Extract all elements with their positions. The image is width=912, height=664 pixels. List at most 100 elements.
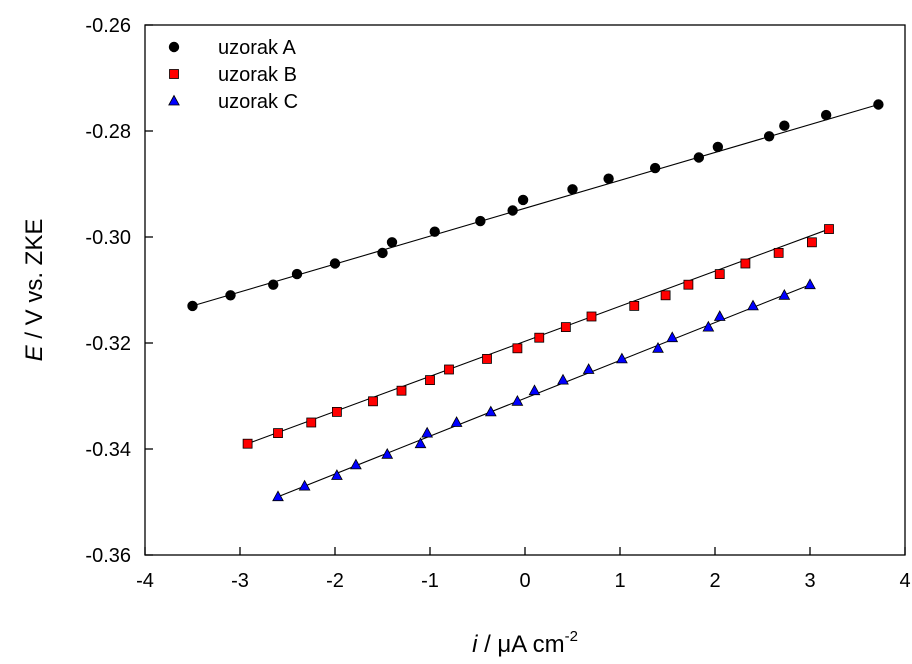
data-markers — [187, 99, 884, 502]
data-point — [747, 299, 759, 311]
x-tick-label: 0 — [519, 570, 530, 592]
x-tick-label: -4 — [136, 570, 154, 592]
x-tick-label: -2 — [326, 570, 344, 592]
y-tick-label: -0.30 — [85, 227, 131, 249]
data-point — [421, 426, 434, 438]
data-point — [683, 279, 694, 290]
x-tick-label: -3 — [231, 570, 249, 592]
legend: uzorak A uzorak B uzorak C — [168, 37, 298, 113]
data-point — [773, 247, 784, 258]
data-point — [511, 394, 524, 406]
data-point — [660, 290, 671, 301]
legend-label: uzorak A — [218, 37, 296, 59]
data-point — [567, 184, 578, 195]
data-point — [331, 406, 342, 417]
y-tick-label: -0.28 — [85, 121, 131, 143]
data-point — [268, 279, 279, 290]
data-point — [377, 247, 388, 259]
data-point — [272, 490, 284, 502]
data-point — [652, 341, 664, 353]
x-tick-label: 4 — [899, 570, 910, 592]
data-point — [629, 300, 640, 311]
y-axis-label: E / V vs. ZKE — [21, 219, 48, 362]
series-b — [242, 224, 834, 449]
data-point — [779, 120, 790, 131]
data-point — [713, 310, 726, 321]
x-axis-label-exponent: -2 — [565, 628, 578, 645]
data-point — [512, 343, 523, 354]
data-point — [702, 320, 715, 332]
data-point — [517, 194, 529, 206]
data-point — [649, 162, 661, 174]
legend-marker — [168, 41, 180, 53]
x-axis: -4 -3 -2 -1 0 1 2 3 4 — [136, 547, 911, 592]
data-point — [425, 375, 435, 386]
y-tick-label: -0.26 — [85, 15, 131, 37]
legend-label: uzorak C — [218, 91, 298, 113]
series-a — [187, 99, 884, 312]
y-tick-label: -0.36 — [85, 545, 131, 567]
data-point — [329, 258, 341, 269]
fit-lines — [192, 103, 879, 498]
data-point — [666, 331, 679, 343]
data-point — [475, 215, 486, 227]
data-point — [507, 205, 518, 216]
data-point — [350, 458, 362, 470]
fit-line-a — [192, 103, 879, 307]
data-point — [586, 311, 597, 322]
data-point — [820, 109, 832, 121]
data-point — [242, 438, 253, 449]
data-point — [824, 224, 834, 234]
x-tick-label: 2 — [709, 570, 720, 592]
data-point — [429, 226, 440, 237]
legend-marker — [169, 69, 179, 79]
data-point — [740, 258, 751, 269]
y-axis-label-unit: / V vs. ZKE — [21, 219, 48, 346]
x-tick-label: 1 — [614, 570, 625, 592]
legend-marker — [168, 94, 180, 106]
y-tick-label: -0.34 — [85, 439, 131, 461]
y-tick-label: -0.32 — [85, 333, 131, 355]
data-point — [225, 290, 236, 301]
data-point — [603, 173, 614, 184]
data-point — [712, 141, 724, 153]
data-point — [414, 437, 427, 449]
data-point — [298, 479, 311, 491]
y-axis: -0.36 -0.34 -0.32 -0.30 -0.28 -0.26 — [85, 15, 153, 567]
data-point — [763, 131, 775, 142]
data-point — [616, 352, 628, 364]
data-point — [484, 405, 497, 417]
data-point — [560, 322, 571, 333]
data-point — [291, 268, 303, 280]
data-point — [386, 237, 398, 248]
data-point — [381, 447, 394, 459]
x-axis-label-symbol: i — [472, 631, 478, 658]
x-axis-label-unit: / μA cm — [477, 631, 564, 658]
legend-item: uzorak B — [169, 64, 297, 86]
data-point — [534, 332, 545, 343]
data-point — [450, 416, 463, 427]
y-axis-label-symbol: E — [21, 344, 48, 361]
data-point — [396, 385, 407, 396]
data-point — [778, 288, 791, 300]
legend-item: uzorak A — [168, 37, 296, 59]
data-point — [693, 152, 705, 163]
data-point — [557, 373, 569, 385]
data-point — [331, 469, 343, 480]
data-point — [306, 417, 317, 428]
data-point — [187, 300, 198, 312]
x-tick-label: -1 — [421, 570, 439, 592]
data-point — [873, 99, 884, 110]
data-point — [482, 353, 492, 364]
data-point — [368, 396, 378, 407]
data-point — [528, 384, 541, 396]
x-axis-label: i / μA cm-2 — [472, 628, 578, 658]
legend-label: uzorak B — [218, 64, 297, 86]
series-c — [272, 278, 816, 502]
data-point — [807, 237, 817, 248]
data-point — [714, 269, 725, 280]
data-point — [444, 364, 454, 375]
data-point — [273, 428, 283, 439]
data-point — [804, 278, 816, 290]
